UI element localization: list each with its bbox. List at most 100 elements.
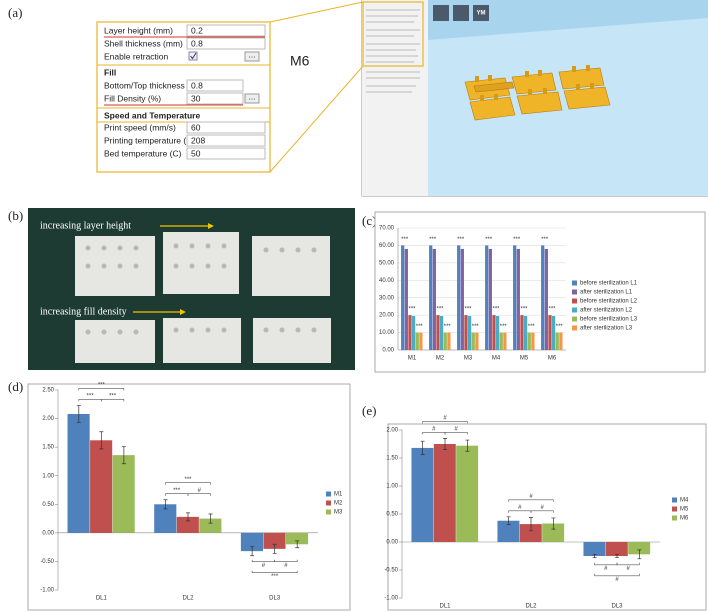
significance-bracket: [274, 559, 298, 563]
legend-label: before sterilization L3: [580, 317, 638, 323]
setting-value[interactable]: 0.2: [191, 25, 203, 35]
setting-label: Layer height (mm): [104, 25, 173, 35]
section-title: Fill: [104, 67, 116, 77]
error-bar: [295, 540, 300, 549]
x-tick-label: DL1: [96, 596, 108, 602]
significance-label: #: [615, 577, 619, 583]
y-tick-label: -0.50: [40, 559, 54, 565]
setting-value[interactable]: 50: [191, 148, 201, 158]
legend-swatch: [572, 307, 577, 313]
photo: [28, 208, 355, 370]
model-label: M6: [290, 53, 310, 69]
checkbox[interactable]: [188, 51, 198, 61]
significance-label: ***: [541, 237, 549, 243]
x-tick-label: DL3: [611, 604, 623, 610]
bar: [531, 332, 535, 350]
significance-label: ***: [492, 307, 500, 313]
error-bar: [615, 553, 619, 559]
setting-value[interactable]: 208: [191, 135, 205, 145]
bar: [475, 332, 479, 350]
significance-label: ***: [472, 324, 480, 330]
x-tick-label: DL3: [269, 596, 281, 602]
significance-label: ***: [184, 477, 192, 483]
bar: [112, 455, 135, 533]
setting-label: Shell thickness (mm): [104, 38, 183, 48]
error-bar: [76, 405, 81, 423]
y-tick-label: 20.00: [379, 313, 395, 319]
toolbar-button[interactable]: YM: [477, 11, 486, 17]
panel-label: (b): [8, 208, 23, 223]
error-bar: [272, 543, 277, 554]
significance-bracket: [508, 499, 554, 502]
y-tick-label: -1.00: [384, 596, 398, 602]
bar: [408, 315, 412, 350]
bar: [519, 524, 542, 542]
y-tick-label: 1.50: [386, 456, 398, 462]
bar: [436, 315, 440, 350]
significance-label: #: [518, 505, 522, 511]
setting-value[interactable]: 30: [191, 93, 201, 103]
bar: [516, 248, 520, 350]
bar: [176, 516, 199, 533]
legend-label: M2: [334, 501, 343, 507]
section-title: Speed and Temperature: [104, 110, 200, 120]
significance-label: ***: [109, 394, 117, 400]
significance-label: ***: [520, 307, 528, 313]
bar: [443, 332, 447, 350]
bar: [404, 248, 408, 350]
x-tick-label: M3: [464, 356, 473, 362]
bar: [513, 245, 517, 350]
significance-bracket: [78, 388, 125, 391]
bar: [429, 245, 433, 350]
bar: [555, 332, 559, 350]
y-tick-label: 70.00: [379, 226, 395, 232]
y-tick-label: 0.50: [42, 502, 54, 508]
setting-label: Printing temperature (C): [104, 135, 195, 145]
significance-label: ***: [556, 324, 564, 330]
significance-label: ***: [436, 307, 444, 313]
bar: [285, 532, 309, 545]
bar: [456, 445, 479, 542]
significance-label: ***: [457, 237, 465, 243]
setting-label: Print speed (mm/s): [104, 122, 176, 132]
x-tick-label: M6: [548, 356, 557, 362]
significance-bracket: [594, 573, 640, 577]
bar: [90, 440, 113, 533]
legend-swatch: [572, 280, 577, 286]
error-bar: [250, 546, 255, 557]
significance-bracket: [187, 493, 211, 496]
legend-label: M4: [680, 498, 689, 504]
error-bar: [529, 517, 533, 532]
error-bar: [186, 512, 190, 522]
significance-bracket: [616, 562, 640, 566]
significance-bracket: [530, 510, 554, 513]
bar: [499, 332, 503, 350]
x-tick-label: DL2: [182, 596, 194, 602]
bar: [488, 248, 492, 350]
significance-label: ***: [87, 394, 95, 400]
error-bar: [208, 513, 213, 524]
setting-value[interactable]: 60: [191, 122, 201, 132]
significance-label: #: [198, 488, 202, 494]
callout-line: [269, 1, 364, 23]
significance-label: ***: [528, 324, 536, 330]
error-bar: [163, 499, 168, 510]
x-tick-label: DL2: [525, 604, 537, 610]
bar: [527, 332, 531, 350]
y-tick-label: -1.00: [40, 588, 54, 594]
bar: [485, 245, 489, 350]
significance-label: ***: [500, 324, 508, 330]
legend-label: M1: [334, 492, 343, 498]
setting-value[interactable]: 0.8: [191, 80, 203, 90]
button[interactable]: ...: [248, 49, 255, 59]
bar: [605, 542, 628, 556]
significance-label: #: [604, 566, 608, 572]
significance-label: #: [284, 563, 288, 569]
bar: [199, 518, 222, 533]
bar: [154, 504, 177, 533]
button[interactable]: ...: [248, 91, 255, 101]
bar: [548, 315, 552, 350]
setting-value[interactable]: 0.8: [191, 38, 203, 48]
legend-swatch: [572, 289, 577, 295]
y-tick-label: 2.00: [42, 416, 54, 422]
